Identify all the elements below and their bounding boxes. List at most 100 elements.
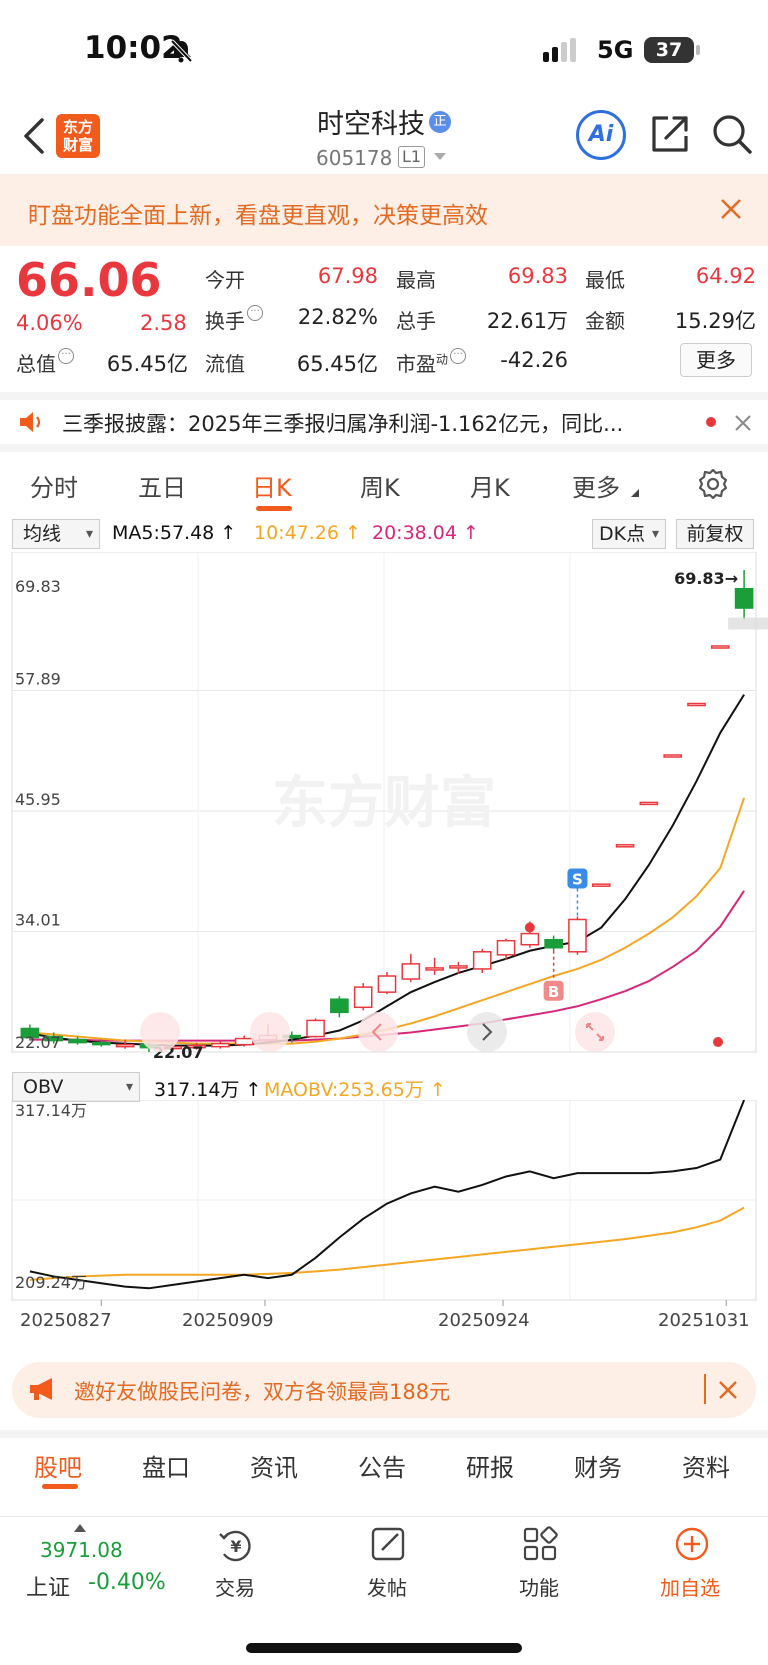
candle — [353, 986, 373, 1009]
tab-profile[interactable]: 资料 — [682, 1454, 730, 1482]
back-icon[interactable] — [22, 116, 46, 156]
sub-indicator-select[interactable]: OBV — [12, 1072, 140, 1102]
tab-weekly-k[interactable]: 周K — [360, 474, 400, 502]
maobv-value: MAOBV:253.65万 ↑ — [264, 1079, 446, 1101]
ai-button[interactable]: Ai — [576, 110, 626, 160]
promo-text: 邀好友做股民问卷，双方各领最高188元 — [74, 1380, 451, 1404]
chart-nav-button — [250, 1012, 290, 1052]
index-value[interactable]: 3971.08 — [40, 1538, 123, 1562]
event-dot — [524, 922, 535, 933]
tab-intraday[interactable]: 分时 — [30, 474, 78, 502]
turnover-value: 22.82% — [297, 305, 378, 329]
open-label: 今开 — [205, 268, 245, 292]
y-tick-label: 34.01 — [15, 911, 61, 930]
close-icon[interactable] — [720, 198, 742, 220]
tab-pankou[interactable]: 盘口 — [142, 1454, 190, 1482]
code-dropdown-icon[interactable] — [433, 152, 447, 162]
turnover-label: 换手 ··· — [205, 305, 263, 334]
candle — [115, 1043, 135, 1048]
candle — [306, 1019, 325, 1038]
candle — [544, 938, 563, 949]
more-triangle-icon — [631, 489, 639, 497]
tab-news[interactable]: 资讯 — [250, 1454, 298, 1482]
candle — [187, 1044, 206, 1049]
float-value: 65.45亿 — [296, 352, 378, 376]
current-price: 66.06 — [16, 253, 162, 307]
level-badge: L1 — [398, 146, 426, 168]
content-tabs — [0, 1430, 768, 1516]
settings-icon[interactable] — [697, 468, 729, 500]
amount-value: 15.29亿 — [674, 309, 756, 333]
candle — [734, 587, 754, 609]
ticker-text: 三季报披露：2025年三季报归属净利润-1.162亿元，同比... — [62, 412, 624, 436]
trade-icon[interactable]: ¥ — [216, 1528, 256, 1564]
close-icon[interactable] — [734, 414, 752, 432]
share-icon[interactable] — [648, 112, 692, 156]
dk-point-select[interactable]: DK点 — [592, 519, 666, 549]
tab-five-day[interactable]: 五日 — [138, 474, 186, 502]
candle — [496, 939, 516, 956]
candle — [211, 1042, 230, 1048]
candle — [330, 998, 349, 1014]
index-name[interactable]: 上证 — [26, 1576, 71, 1601]
chart-nav-button — [467, 1012, 507, 1052]
high-marker: 69.83→ — [674, 569, 738, 588]
candle — [92, 1041, 111, 1046]
function-label[interactable]: 功能 — [519, 1576, 559, 1600]
more-button[interactable]: 更多 — [680, 343, 752, 377]
y-tick-label: 22.07 — [15, 1033, 61, 1052]
obv-value: 317.14万 ↑ — [154, 1079, 262, 1101]
tab-active-indicator — [256, 506, 292, 511]
date-label: 20251031 — [658, 1310, 750, 1331]
battery-cap — [696, 45, 700, 55]
banner-text: 盯盘功能全面上新，看盘更直观，决策更高效 — [28, 203, 488, 229]
tab-announcement[interactable]: 公告 — [358, 1454, 406, 1482]
tab-guba[interactable]: 股吧 — [34, 1454, 82, 1482]
date-label: 20250827 — [20, 1310, 112, 1331]
tab-research[interactable]: 研报 — [466, 1454, 514, 1482]
maobv-line — [29, 1206, 745, 1281]
battery-icon: 37 — [644, 37, 694, 63]
search-icon[interactable] — [710, 112, 754, 156]
fullscreen-icon — [586, 1023, 604, 1041]
news-ticker[interactable] — [0, 392, 768, 452]
stock-name: 时空科技 — [317, 109, 425, 140]
info-icon[interactable]: ··· — [450, 348, 467, 364]
adjust-select[interactable]: 前复权 — [676, 519, 754, 549]
add-watchlist-icon[interactable] — [674, 1526, 710, 1562]
index-change[interactable]: -0.40% — [88, 1570, 166, 1595]
info-icon[interactable]: ··· — [247, 305, 263, 321]
candle — [591, 883, 611, 887]
info-icon[interactable]: ··· — [58, 348, 74, 364]
open-value: 67.98 — [317, 264, 378, 288]
tab-active-indicator — [42, 1484, 78, 1489]
obv-chart[interactable]: 317.14万 209.24万 — [0, 1100, 768, 1330]
tab-more[interactable]: 更多 — [572, 474, 620, 502]
high-label: 最高 — [396, 268, 436, 292]
tab-monthly-k[interactable]: 月K — [470, 474, 510, 502]
scroll-right-icon — [482, 1023, 493, 1041]
scroll-left-icon — [371, 1023, 382, 1041]
pe-value: -42.26 — [500, 348, 568, 372]
post-icon[interactable] — [370, 1526, 406, 1562]
function-icon[interactable] — [522, 1526, 558, 1562]
promo-banner[interactable] — [12, 1362, 756, 1418]
low-value: 64.92 — [695, 264, 756, 288]
low-label: 最低 — [585, 268, 625, 292]
y-tick-label: 69.83 — [15, 577, 61, 596]
network-type: 5G — [597, 36, 634, 64]
main-indicator-select[interactable]: 均线 — [12, 519, 100, 549]
feature-banner[interactable] — [0, 174, 768, 246]
tab-daily-k[interactable]: 日K — [252, 474, 292, 502]
close-icon[interactable] — [718, 1380, 738, 1400]
candle — [472, 951, 492, 970]
candle — [44, 1035, 64, 1042]
trade-label[interactable]: 交易 — [215, 1576, 255, 1600]
post-label[interactable]: 发帖 — [367, 1576, 407, 1600]
float-label: 流值 — [205, 352, 245, 376]
candle — [234, 1037, 254, 1046]
add-watchlist-label[interactable]: 加自选 — [660, 1576, 720, 1600]
tab-finance[interactable]: 财务 — [574, 1454, 622, 1482]
index-up-arrow-icon — [74, 1524, 86, 1532]
